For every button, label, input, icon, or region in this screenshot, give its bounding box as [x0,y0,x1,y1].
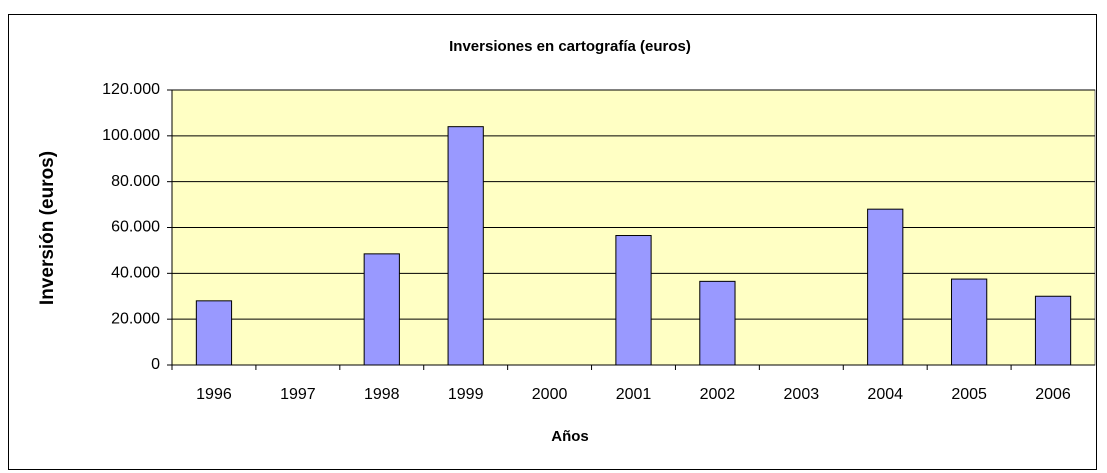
bar [363,253,400,366]
y-tick-label: 80.000 [111,173,160,190]
chart-title: Inversiones en cartografía (euros) [449,38,691,55]
x-tick-label: 2004 [867,386,903,403]
y-tick-label: 100.000 [102,127,160,144]
x-tick-label: 1999 [448,386,484,403]
bar [1034,295,1072,366]
bar [195,300,233,366]
y-tick-label: 120.000 [102,81,160,98]
bar [867,208,904,366]
bar [951,278,988,366]
x-axis-label: Años [551,428,589,445]
y-tick-label: 0 [151,356,160,373]
x-tick-label: 2002 [700,386,736,403]
y-tick-label: 40.000 [111,265,160,282]
x-tick-label: 1997 [280,386,316,403]
y-axis-label: Inversión (euros) [37,151,58,305]
y-tick-label: 60.000 [111,219,160,236]
x-tick-label: 1996 [196,386,232,403]
x-tick-label: 2001 [616,386,652,403]
x-tick-label: 1998 [364,386,400,403]
y-tick-label: 20.000 [111,310,160,327]
x-tick-label: 2003 [784,386,820,403]
x-tick-label: 2006 [1035,386,1071,403]
bar [699,280,736,366]
bar [447,126,484,366]
bar [615,235,652,366]
x-tick-label: 2005 [951,386,987,403]
x-tick-label: 2000 [532,386,568,403]
